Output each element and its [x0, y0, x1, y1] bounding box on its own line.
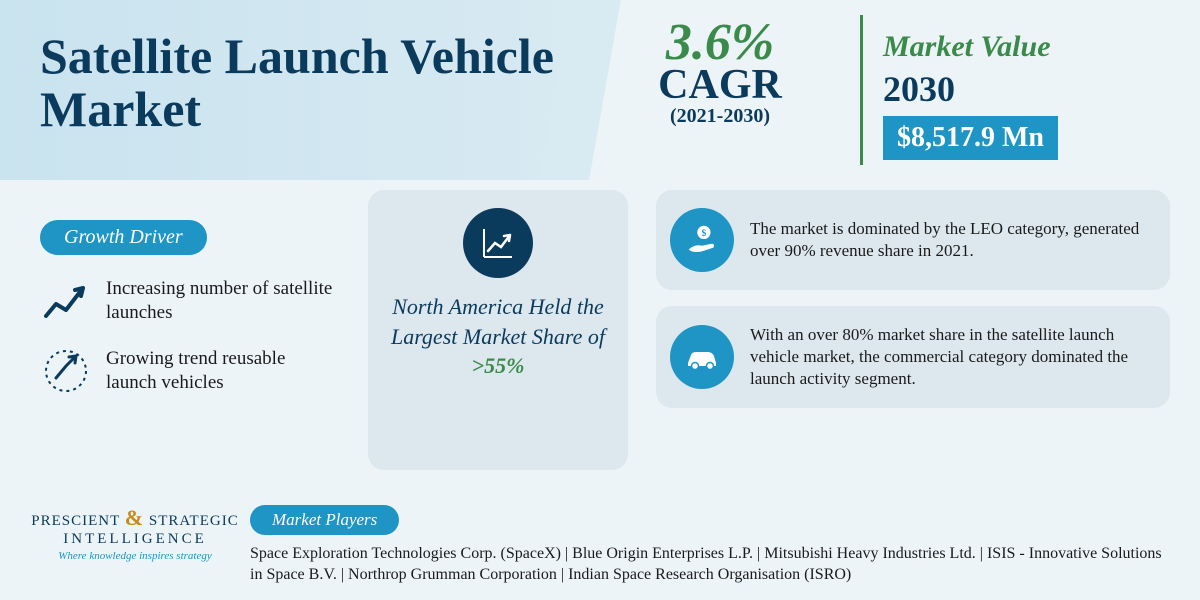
cycle-arrow-icon	[40, 345, 92, 397]
driver-item: Increasing number of satellite launches	[40, 275, 340, 327]
logo-word: PRESCIENT	[31, 513, 120, 529]
cagr-block: 3.6% CAGR (2021-2030)	[580, 0, 860, 180]
content-row: Growth Driver Increasing number of satel…	[0, 180, 1200, 470]
driver-text: Increasing number of satellite launches	[106, 277, 340, 325]
region-highlight-text: North America Held the Largest Market Sh…	[388, 292, 608, 381]
cagr-period: (2021-2030)	[580, 105, 860, 128]
market-players-heading: Market Players	[250, 505, 399, 535]
fact-text: The market is dominated by the LEO categ…	[750, 218, 1150, 262]
growth-driver-heading: Growth Driver	[40, 220, 207, 255]
market-players-list: Space Exploration Technologies Corp. (Sp…	[250, 543, 1170, 586]
region-pct: >55%	[472, 353, 525, 378]
market-value-block: Market Value 2030 $8,517.9 Mn	[860, 15, 1200, 165]
fact-text: With an over 80% market share in the sat…	[750, 324, 1150, 390]
driver-text: Growing trend reusable launch vehicles	[106, 347, 340, 395]
fact-card: $ The market is dominated by the LEO cat…	[656, 190, 1170, 290]
logo-line-2: INTELLIGENCE	[20, 531, 250, 548]
title-block: Satellite Launch Vehicle Market	[0, 0, 580, 180]
car-icon	[670, 325, 734, 389]
facts-column: $ The market is dominated by the LEO cat…	[656, 190, 1170, 470]
money-hand-icon: $	[670, 208, 734, 272]
chart-up-icon	[463, 208, 533, 278]
svg-text:$: $	[702, 228, 707, 239]
cagr-label: CAGR	[580, 67, 860, 105]
cagr-value: 3.6%	[580, 20, 860, 67]
brand-logo: PRESCIENT & STRATEGIC INTELLIGENCE Where…	[20, 505, 250, 562]
market-value-label: Market Value	[883, 30, 1180, 64]
growth-driver-column: Growth Driver Increasing number of satel…	[40, 190, 340, 470]
logo-word: STRATEGIC	[149, 513, 239, 529]
ampersand-icon: &	[125, 505, 144, 530]
header-row: Satellite Launch Vehicle Market 3.6% CAG…	[0, 0, 1200, 180]
market-players-block: Market Players Space Exploration Technol…	[250, 505, 1170, 586]
trend-arrow-icon	[40, 275, 92, 327]
region-highlight-card: North America Held the Largest Market Sh…	[368, 190, 628, 470]
market-value-amount: $8,517.9 Mn	[883, 116, 1058, 160]
logo-tagline: Where knowledge inspires strategy	[20, 550, 250, 562]
driver-item: Growing trend reusable launch vehicles	[40, 345, 340, 397]
footer-row: PRESCIENT & STRATEGIC INTELLIGENCE Where…	[0, 497, 1200, 600]
region-text-pre: North America Held the Largest Market Sh…	[391, 294, 605, 349]
logo-line-1: PRESCIENT & STRATEGIC	[20, 505, 250, 531]
fact-card: With an over 80% market share in the sat…	[656, 306, 1170, 408]
market-value-year: 2030	[883, 68, 1180, 110]
page-title: Satellite Launch Vehicle Market	[40, 30, 560, 135]
